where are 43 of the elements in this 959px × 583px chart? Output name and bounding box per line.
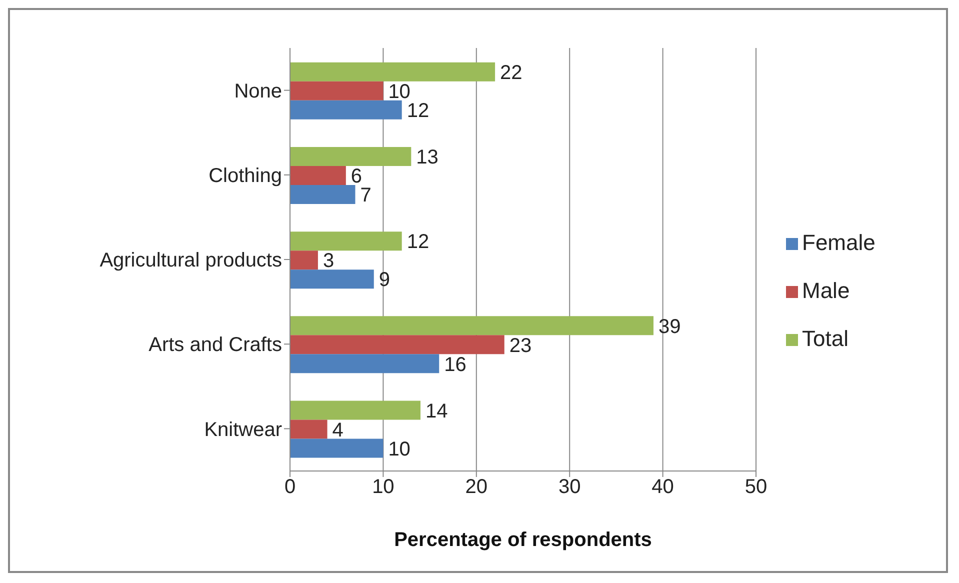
data-label: 13 [416, 146, 438, 169]
legend-label: Female [802, 230, 876, 254]
bar [290, 316, 654, 336]
bar [290, 354, 440, 374]
bar [290, 335, 504, 354]
data-label: 3 [322, 250, 334, 272]
legend-label: Total [802, 326, 848, 350]
data-label: 10 [388, 438, 410, 460]
bar [290, 232, 402, 251]
x-tick-label: 40 [652, 476, 674, 498]
x-tick-label: 50 [744, 476, 768, 498]
data-label: 7 [360, 184, 372, 207]
data-label: 6 [350, 166, 362, 188]
bar [290, 270, 374, 289]
y-tick-label: Clothing [208, 165, 282, 187]
data-label: 14 [425, 400, 448, 422]
bar [290, 146, 412, 166]
bar [290, 250, 318, 270]
x-tick-label: 0 [284, 476, 296, 498]
data-label: 16 [444, 354, 466, 376]
x-tick-label: 10 [372, 476, 394, 498]
y-tick-label: Agricultural products [100, 250, 282, 272]
y-tick-label: None [234, 80, 282, 102]
x-tick-label: 20 [465, 476, 488, 498]
bar [290, 166, 346, 185]
bar [290, 400, 420, 420]
bar [290, 438, 384, 458]
legend-label: Male [802, 278, 850, 302]
data-label: 39 [658, 316, 681, 338]
bar [290, 62, 496, 82]
data-label: 23 [509, 334, 532, 357]
bar [290, 420, 328, 439]
y-tick-label: Knitwear [204, 418, 282, 441]
x-axis-title: Percentage of respondents [394, 529, 652, 551]
y-tick-label: Arts and Crafts [148, 334, 282, 356]
data-label: 9 [378, 269, 390, 292]
data-label: 12 [406, 231, 430, 254]
bar [290, 100, 402, 120]
data-label: 22 [500, 62, 522, 84]
data-label: 4 [332, 419, 344, 442]
bar [290, 184, 356, 204]
x-tick-label: 30 [558, 476, 581, 498]
bar [290, 81, 384, 100]
